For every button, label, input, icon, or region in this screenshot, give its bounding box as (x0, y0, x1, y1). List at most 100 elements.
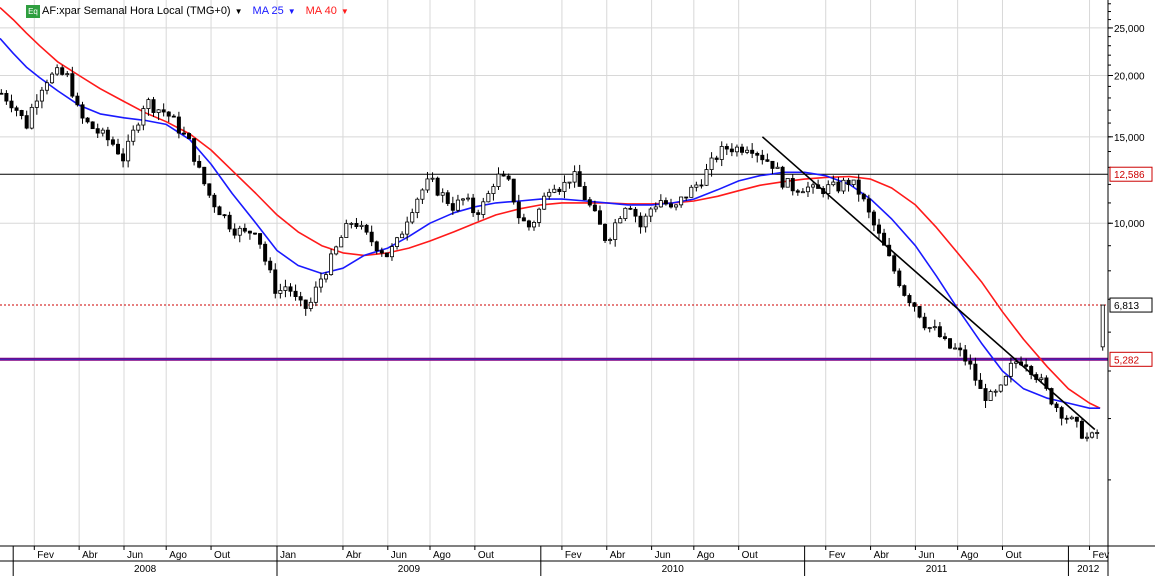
candle-body (1090, 432, 1095, 438)
candle-body (100, 129, 105, 134)
candle-body (902, 285, 907, 296)
candle-body (344, 223, 349, 238)
ma25-dropdown-icon[interactable]: ▼ (287, 6, 296, 16)
level-marker-label: 5,282 (1114, 355, 1139, 366)
candle (1003, 375, 1008, 386)
candle (298, 291, 303, 307)
candle-body (942, 336, 947, 340)
candle (785, 178, 790, 188)
candle (729, 143, 734, 157)
candle-body (1079, 420, 1084, 439)
candle (415, 197, 420, 219)
candle (1084, 432, 1089, 442)
x-month-label: Jan (280, 550, 296, 561)
candle (587, 196, 592, 208)
candle-body (9, 100, 14, 109)
candle-body (547, 191, 552, 197)
candle-body (892, 255, 897, 272)
candle-body (897, 270, 902, 287)
candle-body (603, 223, 608, 241)
candle (110, 136, 115, 147)
ma40-legend[interactable]: MA 40 (305, 5, 337, 17)
candle-body (1095, 432, 1100, 434)
candle (202, 166, 207, 186)
candle (217, 205, 222, 216)
candle-body (562, 181, 567, 192)
candle (136, 122, 141, 133)
level-marker: 12,586 (1109, 166, 1153, 182)
candle (1079, 418, 1084, 440)
ma40-layer (0, 7, 1101, 409)
candle (334, 245, 339, 256)
candle-body (65, 73, 70, 76)
candle-body (161, 109, 166, 113)
candle-body (324, 274, 329, 280)
candle (384, 252, 389, 258)
candle (572, 165, 577, 188)
candle-body (866, 198, 871, 213)
candle-body (334, 246, 339, 255)
candle (633, 206, 638, 223)
candle (303, 299, 308, 316)
candle (95, 123, 100, 138)
candle-body (679, 196, 684, 206)
candle-body (389, 246, 394, 258)
candle (861, 192, 866, 202)
price-candles (0, 64, 1105, 442)
candle (846, 177, 851, 192)
candle-body (811, 184, 816, 188)
candle (907, 293, 912, 307)
candle-body (60, 67, 65, 75)
candle (740, 143, 745, 156)
x-month-label: Out (1005, 550, 1021, 561)
candle-body (537, 208, 542, 223)
candle (836, 177, 841, 194)
candle (364, 223, 369, 235)
candle-body (1084, 436, 1089, 439)
candle-body (410, 212, 415, 223)
ma40-dropdown-icon[interactable]: ▼ (340, 6, 349, 16)
candle (973, 357, 978, 386)
candle-body (699, 184, 704, 187)
candle (516, 194, 521, 224)
candle-body (171, 115, 176, 118)
candle (258, 233, 263, 249)
candle (1054, 401, 1059, 413)
ma25-legend[interactable]: MA 25 (252, 5, 284, 17)
x-year-label: 2008 (134, 564, 157, 575)
candle-body (14, 107, 19, 111)
candle (420, 188, 425, 204)
candle-body (105, 129, 110, 141)
candle-body (430, 177, 435, 180)
candle (405, 216, 410, 241)
candle (760, 149, 765, 165)
candle (927, 326, 932, 333)
candle-body (714, 157, 719, 160)
candle-body (988, 391, 993, 401)
candle-body (455, 199, 460, 211)
candle (597, 205, 602, 225)
candle-body (440, 192, 445, 196)
candle (638, 212, 643, 234)
candle-body (831, 181, 836, 186)
candle-body (293, 290, 298, 298)
candle (780, 165, 785, 190)
candle (55, 64, 60, 76)
candle-body (557, 188, 562, 192)
candle (526, 219, 531, 231)
candle-body (481, 201, 486, 215)
candle-body (303, 299, 308, 309)
candle (283, 279, 288, 298)
candle-body (247, 230, 252, 234)
title-dropdown-icon[interactable]: ▼ (234, 6, 243, 16)
candle (313, 281, 318, 307)
candle (648, 207, 653, 223)
candle (476, 209, 481, 221)
candle (176, 111, 181, 139)
candle-body (618, 218, 623, 224)
candle-body (90, 121, 95, 130)
candle (618, 215, 623, 224)
candle (623, 207, 628, 222)
